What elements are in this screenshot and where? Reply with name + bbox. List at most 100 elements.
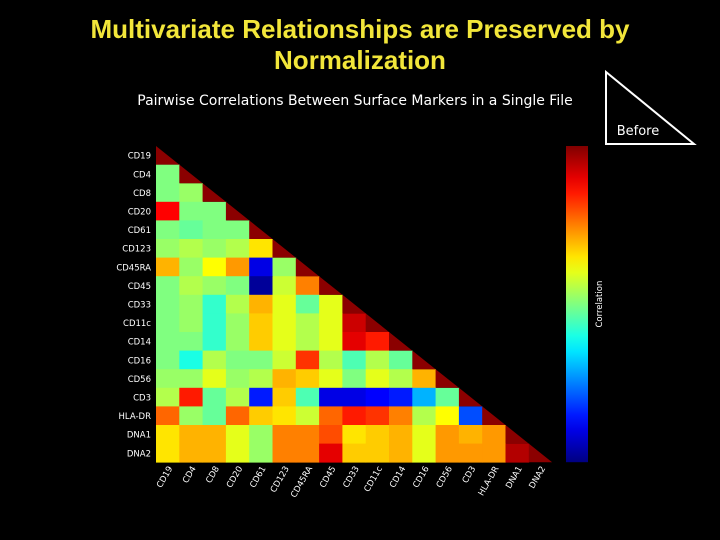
row-label-CD8: CD8: [133, 189, 151, 199]
heatmap-diagonal-CD45RA: [295, 257, 320, 277]
col-label-CD14: CD14: [388, 465, 408, 490]
col-label-CD19: CD19: [155, 465, 175, 490]
heatmap-cell-CD16-CD45RA: [295, 350, 320, 370]
heatmap-cell-HLA-DR-CD19: [156, 406, 180, 426]
slide-title: Multivariate Relationships are Preserved…: [40, 14, 680, 76]
heatmap-cell-CD16-CD8: [202, 350, 227, 370]
heatmap-cell-CD20-CD8: [202, 201, 227, 221]
heatmap-cell-CD56-CD20: [225, 369, 250, 389]
row-label-CD3: CD3: [133, 393, 151, 403]
heatmap-cell-CD3-CD11c: [365, 387, 390, 407]
heatmap-cell-DNA2-CD33: [342, 443, 367, 463]
heatmap-cell-CD3-CD19: [156, 387, 180, 407]
heatmap-diagonal-CD14: [389, 332, 413, 351]
col-label-CD61: CD61: [248, 465, 268, 490]
heatmap-cell-CD33-CD123: [272, 294, 297, 314]
heatmap-cell-CD11c-CD8: [202, 313, 227, 333]
heatmap-cell-CD14-CD33: [342, 332, 367, 351]
heatmap-diagonal-CD4: [179, 164, 203, 184]
heatmap-cell-DNA2-DNA1: [505, 443, 530, 463]
heatmap-cell-CD14-CD4: [179, 332, 203, 351]
col-label-CD16: CD16: [411, 465, 431, 490]
heatmap-cell-CD45-CD123: [272, 276, 297, 296]
col-label-CD3: CD3: [461, 465, 479, 485]
badge-label: Before: [617, 124, 660, 139]
heatmap-cell-CD3-CD45: [319, 387, 343, 407]
heatmap-cell-CD33-CD8: [202, 294, 227, 314]
heatmap-cell-CD56-CD45RA: [295, 369, 320, 389]
heatmap-cell-DNA2-CD8: [202, 443, 227, 463]
heatmap-cell-HLA-DR-CD3: [458, 406, 483, 426]
heatmap-cell-DNA2-CD4: [179, 443, 203, 463]
col-label-CD45RA: CD45RA: [289, 465, 315, 500]
row-label-DNA1: DNA1: [127, 431, 151, 441]
heatmap-cell-CD16-CD4: [179, 350, 203, 370]
heatmap-cell-CD16-CD123: [272, 350, 297, 370]
heatmap-cell-DNA2-CD3: [458, 443, 483, 463]
heatmap-cell-DNA1-HLA-DR: [482, 425, 506, 444]
heatmap-cell-HLA-DR-CD4: [179, 406, 203, 426]
heatmap-cell-CD16-CD61: [249, 350, 273, 370]
heatmap-cell-DNA1-CD20: [225, 425, 250, 444]
heatmap-cell-DNA2-CD11c: [365, 443, 390, 463]
heatmap-cell-CD14-CD19: [156, 332, 180, 351]
heatmap-cell-CD61-CD19: [156, 220, 180, 240]
row-label-HLA-DR: HLA-DR: [119, 412, 152, 422]
heatmap-cell-CD56-CD8: [202, 369, 227, 389]
heatmap-cell-CD14-CD11c: [365, 332, 390, 351]
heatmap-cell-CD45RA-CD123: [272, 257, 297, 277]
colorbar-label: Correlation: [595, 281, 605, 328]
heatmap-cell-CD123-CD20: [225, 239, 250, 258]
heatmap-cell-HLA-DR-CD20: [225, 406, 250, 426]
heatmap-cell-DNA1-CD14: [389, 425, 413, 444]
heatmap-cell-CD11c-CD4: [179, 313, 203, 333]
heatmap-cell-CD45-CD61: [249, 276, 273, 296]
heatmap-cell-DNA1-CD16: [412, 425, 436, 444]
heatmap-cell-CD123-CD61: [249, 239, 273, 258]
row-label-CD33: CD33: [128, 300, 151, 310]
heatmap-cell-CD14-CD45: [319, 332, 343, 351]
heatmap-cell-DNA1-CD11c: [365, 425, 390, 444]
heatmap-cell-CD45RA-CD61: [249, 257, 273, 277]
heatmap-cell-CD11c-CD19: [156, 313, 180, 333]
heatmap-cell-CD56-CD14: [389, 369, 413, 389]
heatmap-cell-CD61-CD8: [202, 220, 227, 240]
heatmap-diagonal-CD61: [249, 220, 273, 239]
heatmap-cell-CD56-CD4: [179, 369, 203, 389]
heatmap-cell-CD56-CD45: [319, 369, 343, 389]
col-label-HLA-DR: HLA-DR: [477, 465, 502, 498]
heatmap-cell-DNA2-CD45: [319, 443, 343, 463]
col-label-CD56: CD56: [435, 465, 455, 490]
heatmap-cell-DNA1-CD123: [272, 425, 297, 444]
colorbar: [566, 146, 588, 463]
heatmap-cell-CD33-CD45: [319, 294, 343, 314]
heatmap-diagonal-DNA2: [528, 443, 553, 463]
heatmap-cell-CD56-CD19: [156, 369, 180, 389]
badge-triangle: [605, 69, 697, 145]
heatmap-cell-CD33-CD20: [225, 294, 250, 314]
heatmap-cell-CD45RA-CD19: [156, 257, 180, 277]
heatmap-cell-HLA-DR-CD16: [412, 406, 436, 426]
heatmap-cell-CD45-CD19: [156, 276, 180, 296]
col-label-CD20: CD20: [225, 465, 245, 490]
row-label-CD45: CD45: [128, 282, 151, 292]
heatmap-cell-CD61-CD4: [179, 220, 203, 240]
row-label-CD56: CD56: [128, 375, 151, 385]
heatmap-cell-CD33-CD4: [179, 294, 203, 314]
heatmap-cell-CD3-CD16: [412, 387, 436, 407]
heatmap-cell-CD3-CD8: [202, 387, 227, 407]
heatmap-cell-CD56-CD33: [342, 369, 367, 389]
row-label-CD16: CD16: [128, 356, 151, 366]
heatmap-cell-CD3-CD14: [389, 387, 413, 407]
heatmap-cell-CD33-CD45RA: [295, 294, 320, 314]
heatmap-cell-CD14-CD61: [249, 332, 273, 351]
heatmap-cell-CD45-CD20: [225, 276, 250, 296]
heatmap-cell-DNA2-CD61: [249, 443, 273, 463]
heatmap-diagonal-CD45: [319, 276, 343, 295]
heatmap-cell-CD61-CD20: [225, 220, 250, 240]
heatmap-cell-CD3-CD56: [435, 387, 460, 407]
slide-title-line1: Multivariate Relationships are Preserved…: [90, 14, 630, 44]
heatmap-cell-CD11c-CD20: [225, 313, 250, 333]
chart-title: Pairwise Correlations Between Surface Ma…: [137, 93, 573, 109]
heatmap-diagonal-DNA1: [505, 425, 529, 444]
